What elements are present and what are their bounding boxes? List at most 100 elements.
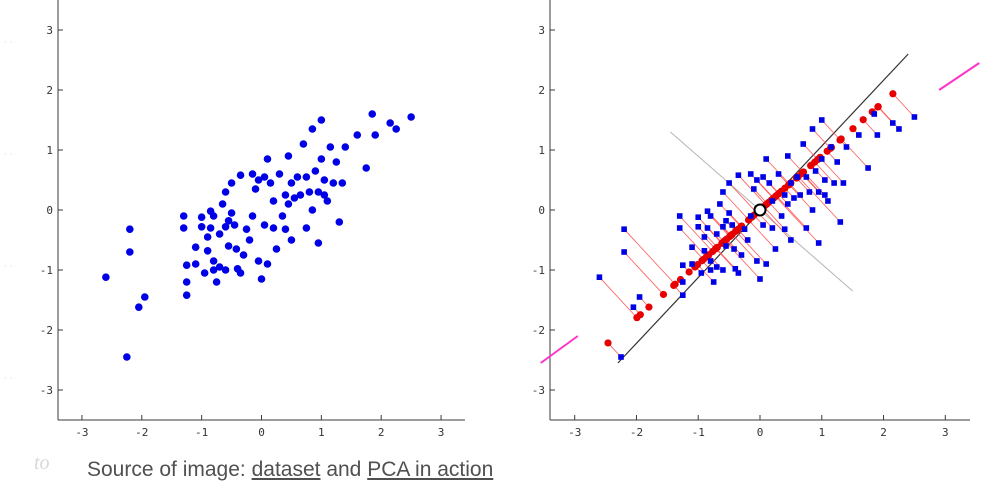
data-point: [676, 213, 683, 219]
projected-point: [811, 158, 819, 166]
data-point: [221, 223, 230, 231]
data-point: [263, 260, 272, 268]
projected-point: [837, 135, 845, 143]
y-tick-label: -2: [40, 324, 53, 337]
data-point: [311, 167, 320, 175]
data-point: [751, 186, 757, 192]
projection-line: [797, 176, 841, 223]
margin-dots: · ·: [4, 374, 13, 384]
axis-extension-segment: [938, 62, 980, 91]
data-point: [720, 224, 726, 230]
data-point: [209, 257, 218, 265]
data-point: [126, 225, 134, 233]
margin-dots: · ·: [4, 262, 13, 272]
projection-line: [722, 191, 750, 221]
data-point: [197, 223, 206, 231]
data-point: [254, 257, 263, 265]
data-point: [723, 243, 729, 249]
data-point: [299, 140, 308, 148]
projection-line: [840, 138, 869, 169]
data-point: [769, 198, 776, 204]
projection-line: [776, 195, 807, 229]
data-point: [335, 218, 344, 226]
data-point: [729, 222, 736, 228]
x-tick-label: 0: [258, 426, 265, 439]
data-point: [386, 119, 394, 127]
data-point: [828, 144, 834, 150]
data-point: [781, 192, 788, 198]
data-point: [368, 110, 377, 118]
projected-point: [721, 237, 729, 245]
data-point: [254, 176, 263, 184]
data-point: [874, 132, 881, 138]
data-point: [794, 174, 800, 180]
data-point: [191, 243, 200, 251]
y-tick-label: -1: [40, 264, 53, 277]
data-point: [317, 116, 326, 124]
data-point: [707, 258, 714, 264]
data-point: [766, 180, 773, 186]
data-point: [856, 132, 862, 138]
data-point: [266, 179, 275, 187]
data-point: [257, 275, 266, 283]
data-point: [621, 226, 627, 232]
data-point: [287, 179, 296, 187]
projection-line: [761, 208, 792, 241]
dataset-link[interactable]: dataset: [251, 458, 321, 481]
data-point: [818, 156, 825, 162]
data-point: [695, 214, 702, 220]
pca-in-action-link[interactable]: PCA in action: [367, 458, 494, 481]
x-tick-label: -2: [135, 426, 148, 439]
data-point: [806, 189, 813, 195]
data-point: [332, 158, 341, 166]
y-tick-label: 2: [46, 84, 53, 97]
projection-line: [697, 264, 714, 283]
projection-line: [892, 93, 915, 118]
data-point: [206, 224, 215, 232]
data-point: [710, 279, 717, 285]
projection-line: [731, 234, 758, 262]
data-point: [182, 278, 191, 286]
data-point: [179, 224, 188, 232]
data-point: [772, 246, 779, 252]
data-point: [763, 156, 769, 162]
data-point: [221, 188, 230, 196]
x-tick-label: -1: [692, 426, 705, 439]
data-point: [701, 234, 708, 240]
data-point: [788, 237, 794, 243]
data-point: [275, 170, 284, 178]
data-point: [290, 194, 299, 202]
data-point: [720, 189, 726, 195]
data-point: [323, 197, 332, 205]
data-point: [689, 244, 695, 250]
data-point: [704, 225, 711, 231]
y-tick-label: -3: [40, 384, 53, 397]
data-point: [232, 245, 241, 253]
data-point: [308, 125, 317, 133]
projection-line: [877, 106, 900, 130]
data-point: [723, 218, 729, 224]
projected-point: [685, 268, 693, 276]
data-point: [763, 261, 769, 267]
data-point: [314, 188, 323, 196]
data-point: [218, 200, 227, 208]
data-point: [840, 180, 847, 186]
x-tick-label: 0: [757, 426, 764, 439]
data-point: [278, 212, 287, 220]
axis-extension-segment: [540, 335, 579, 364]
data-point: [726, 210, 732, 216]
data-point: [760, 222, 766, 228]
projected-point: [670, 281, 678, 290]
projection-line: [623, 228, 676, 285]
projection-line: [679, 215, 713, 252]
data-point: [260, 221, 269, 229]
data-point: [191, 260, 200, 268]
projection-line: [623, 251, 664, 295]
data-point: [182, 291, 191, 300]
data-point: [775, 171, 782, 177]
data-point: [717, 201, 723, 207]
data-point: [735, 172, 742, 178]
data-point: [224, 217, 233, 225]
data-point: [248, 212, 257, 220]
data-point: [281, 225, 290, 233]
